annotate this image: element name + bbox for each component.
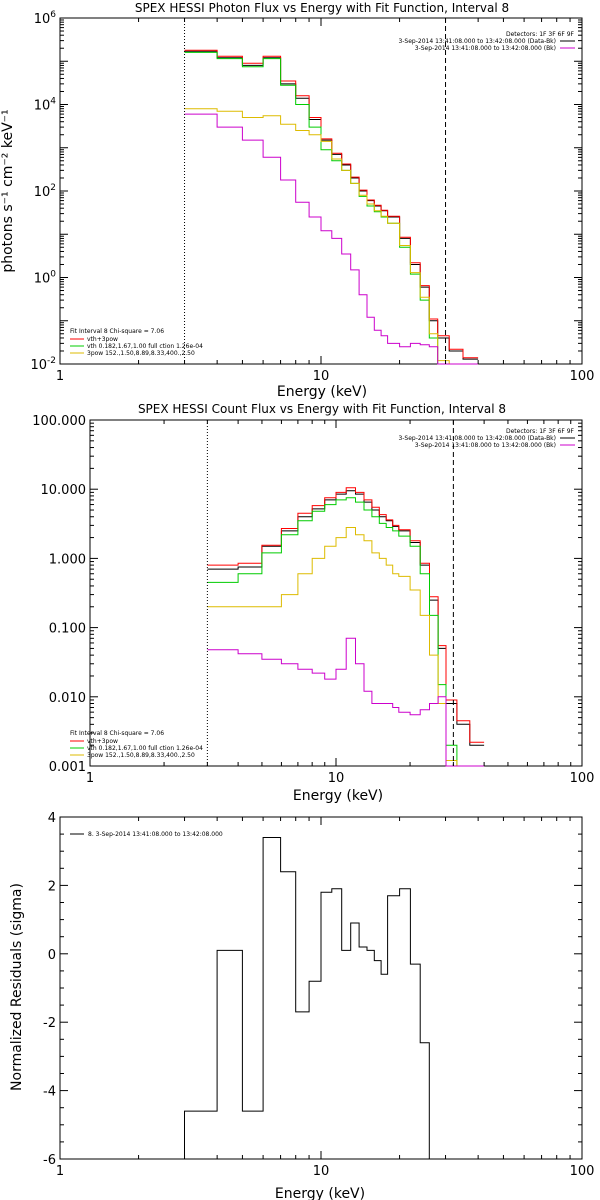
series-line [184,51,479,365]
series-line [184,108,479,365]
y-axis-label: Normalized Residuals (sigma) [9,883,25,1091]
legend-entry: Fit Interval 8 Chi-square = 7.06 [70,328,164,335]
y-tick-label: 2 [48,879,56,894]
series-line [207,487,485,743]
y-tick-label: 10-2 [30,356,56,373]
legend-entry: 3pow 152.,1.50,8.89,8.33,400.,2.50 [87,752,195,759]
y-tick-label: -2 [43,1016,56,1031]
y-tick-label: 102 [34,183,56,200]
x-tick-label: 10 [328,771,345,786]
legend-entry: 3-Sep-2014 13:41:08.000 to 13:42:08.000 … [398,435,556,442]
legend-top: Detectors: 1F 3F 6F 9F 3-Sep-2014 13:41:… [398,31,575,52]
series-line [184,50,479,360]
legend-entry: Detectors: 1F 3F 6F 9F [506,428,575,435]
y-tick-label: 0 [48,948,56,963]
x-axis-label: Energy (keV) [277,384,367,400]
legend-bottom: Fit Interval 8 Chi-square = 7.06 vth+3po… [70,730,203,759]
series-line [184,837,450,1160]
axis-ticks: 1 10 100 10-2 100 102 104 106 [30,10,594,384]
legend-entry: vth+3pow [87,738,118,745]
plot-marks [184,837,450,1160]
y-tick-label: 10.000 [41,483,87,498]
legend-top: 8. 3-Sep-2014 13:41:08.000 to 13:42:08.0… [70,831,223,838]
y-tick-label: -4 [43,1085,56,1100]
count-flux-panel: SPEX HESSI Count Flux vs Energy with Fit… [32,402,594,804]
x-tick-label: 10 [313,369,330,384]
plot-marks [184,18,479,365]
y-axis-label: photons s⁻¹ cm⁻² keV⁻¹ [0,109,16,272]
x-axis-label: Energy (keV) [275,1186,365,1200]
y-tick-label: 1.000 [49,552,86,567]
photon-flux-panel: SPEX HESSI Photon Flux vs Energy with Fi… [0,1,594,400]
y-tick-label: 100.000 [32,414,86,429]
legend-top: Detectors: 1F 3F 6F 9F 3-Sep-2014 13:41:… [398,428,575,449]
legend-entry: 3-Sep-2014 13:41:08.000 to 13:42:08.000 … [398,38,556,45]
series-line [207,497,485,767]
series-line [207,527,485,767]
plot-frame [59,816,583,1160]
y-tick-label: 0.010 [49,691,86,706]
y-tick-label: 100 [34,270,57,287]
legend-entry: 3-Sep-2014 13:41:08.000 to 13:42:08.000 … [415,442,556,449]
y-tick-label: 0.001 [49,760,86,775]
legend-entry: vth+3pow [87,336,118,343]
x-tick-label: 100 [570,1164,595,1179]
legend-entry: Detectors: 1F 3F 6F 9F [506,31,575,38]
x-tick-label: 100 [570,771,595,786]
x-tick-label: 1 [56,1164,64,1179]
y-tick-label: 4 [48,811,56,826]
axis-ticks: 1 10 100 -6 -4 -2 0 2 4 [43,811,594,1179]
y-tick-label: 104 [34,97,57,114]
legend-entry: Fit Interval 8 Chi-square = 7.06 [70,730,164,737]
series-line [184,49,479,359]
legend-entry: 8. 3-Sep-2014 13:41:08.000 to 13:42:08.0… [88,831,223,838]
series-line [207,637,485,767]
x-axis-label: Energy (keV) [293,788,383,804]
plot-marks [206,420,485,767]
x-tick-label: 1 [86,771,94,786]
legend-entry: 3-Sep-2014 13:41:08.000 to 13:42:08.000 … [415,45,556,52]
plot-frame [59,17,583,365]
y-tick-label: -6 [43,1153,56,1168]
panel-title: SPEX HESSI Photon Flux vs Energy with Fi… [135,1,509,15]
y-tick-label: 106 [34,10,57,27]
legend-entry: 3pow 152.,1.50,8.89,8.33,400.,2.50 [87,350,195,357]
series-line [184,113,479,365]
panel-title: SPEX HESSI Count Flux vs Energy with Fit… [138,402,506,416]
residuals-panel: Energy (keV) Normalized Residuals (sigma… [9,811,594,1200]
legend-bottom: Fit Interval 8 Chi-square = 7.06 vth+3po… [70,328,203,357]
legend-entry: vth 0.182,1.67,1.00 full ction 1.26e-04 [87,745,203,752]
axis-ticks: 1 10 100 0.001 0.010 0.100 1.000 10.000 100.000 [32,414,594,786]
x-tick-label: 100 [570,369,595,384]
y-tick-label: 0.100 [49,622,86,637]
plot-frame [89,419,583,767]
legend-entry: vth 0.182,1.67,1.00 full ction 1.26e-04 [87,343,203,350]
x-tick-label: 10 [313,1164,330,1179]
x-tick-label: 1 [56,369,64,384]
